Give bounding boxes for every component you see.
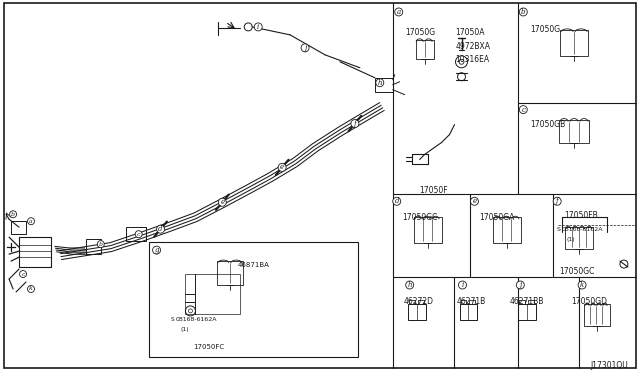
- Text: g: g: [154, 246, 159, 254]
- Text: f: f: [353, 119, 356, 128]
- Bar: [584, 304, 610, 326]
- Text: k: k: [29, 286, 33, 292]
- Text: 4972BXA: 4972BXA: [456, 42, 490, 51]
- Text: a: a: [397, 8, 401, 16]
- Circle shape: [20, 270, 26, 278]
- Circle shape: [620, 260, 628, 268]
- Text: 17050GA: 17050GA: [479, 213, 515, 222]
- Text: c: c: [21, 272, 25, 276]
- Bar: [415, 40, 434, 59]
- Text: 17050FC: 17050FC: [193, 344, 225, 350]
- Text: d: d: [394, 197, 399, 205]
- Text: (1): (1): [566, 237, 575, 242]
- Text: 17050GB: 17050GB: [531, 119, 566, 129]
- Text: a: a: [29, 219, 33, 224]
- Text: 46272D: 46272D: [404, 297, 434, 306]
- Text: 46271B: 46271B: [456, 297, 486, 306]
- Bar: [408, 304, 426, 320]
- Circle shape: [553, 197, 561, 205]
- Circle shape: [218, 198, 227, 206]
- Circle shape: [456, 56, 467, 68]
- Bar: [493, 217, 522, 243]
- Text: 17050GC: 17050GC: [402, 213, 437, 222]
- Text: J17301QU: J17301QU: [590, 361, 628, 370]
- Circle shape: [244, 23, 252, 31]
- Text: h: h: [378, 79, 382, 87]
- Circle shape: [458, 73, 465, 81]
- Bar: [86, 239, 100, 254]
- Circle shape: [393, 197, 401, 205]
- Text: 17050GC: 17050GC: [559, 267, 595, 276]
- Text: 10316EA: 10316EA: [456, 55, 490, 64]
- Bar: [186, 274, 240, 314]
- Bar: [218, 261, 243, 285]
- Circle shape: [28, 285, 35, 292]
- Text: c: c: [137, 232, 140, 237]
- Text: c: c: [522, 106, 525, 113]
- Text: i: i: [257, 23, 259, 31]
- Text: S: S: [170, 317, 174, 322]
- Circle shape: [458, 281, 467, 289]
- Bar: [559, 119, 589, 144]
- Text: f: f: [556, 197, 559, 205]
- Bar: [11, 221, 26, 234]
- Circle shape: [97, 241, 104, 248]
- Bar: [19, 237, 51, 267]
- Text: 17050G: 17050G: [531, 25, 561, 34]
- Text: (1): (1): [180, 327, 189, 332]
- Text: 46271BB: 46271BB: [509, 297, 544, 306]
- Circle shape: [376, 79, 384, 87]
- Circle shape: [254, 23, 262, 31]
- Text: S: S: [556, 227, 560, 232]
- Text: 08168-6162A: 08168-6162A: [561, 227, 603, 232]
- Circle shape: [301, 44, 309, 52]
- Bar: [460, 304, 477, 320]
- Text: h: h: [408, 281, 412, 289]
- Text: e: e: [472, 197, 477, 205]
- Bar: [375, 78, 393, 92]
- Text: e: e: [280, 163, 284, 171]
- Circle shape: [519, 106, 527, 113]
- Circle shape: [470, 197, 479, 205]
- Bar: [518, 304, 536, 320]
- Circle shape: [578, 281, 586, 289]
- Text: 17050GD: 17050GD: [571, 297, 607, 306]
- Circle shape: [135, 231, 142, 238]
- Circle shape: [406, 281, 413, 289]
- Circle shape: [157, 225, 164, 233]
- Bar: [148, 242, 358, 357]
- Bar: [125, 227, 146, 241]
- Text: b: b: [521, 8, 525, 16]
- Circle shape: [186, 306, 195, 316]
- Circle shape: [516, 281, 524, 289]
- Text: b: b: [11, 212, 15, 217]
- Circle shape: [519, 8, 527, 16]
- Text: j: j: [304, 44, 306, 52]
- Circle shape: [152, 246, 161, 254]
- Circle shape: [351, 119, 359, 128]
- Text: 46871BA: 46871BA: [237, 262, 269, 268]
- Circle shape: [28, 218, 35, 225]
- Text: 08168-6162A: 08168-6162A: [175, 317, 217, 322]
- Text: d: d: [158, 225, 163, 233]
- Text: 17050G: 17050G: [406, 28, 436, 37]
- Text: e: e: [220, 198, 225, 206]
- Text: k: k: [580, 281, 584, 289]
- Text: b: b: [99, 242, 103, 247]
- Bar: [565, 227, 593, 249]
- Circle shape: [10, 211, 17, 218]
- Text: 17050F: 17050F: [420, 186, 448, 195]
- Bar: [560, 30, 588, 56]
- Text: 17050A: 17050A: [456, 28, 485, 37]
- Text: 17050FB: 17050FB: [564, 211, 598, 220]
- Text: j: j: [519, 281, 522, 289]
- Circle shape: [395, 8, 403, 16]
- Circle shape: [278, 163, 286, 171]
- Text: i: i: [461, 281, 463, 289]
- Bar: [413, 217, 442, 243]
